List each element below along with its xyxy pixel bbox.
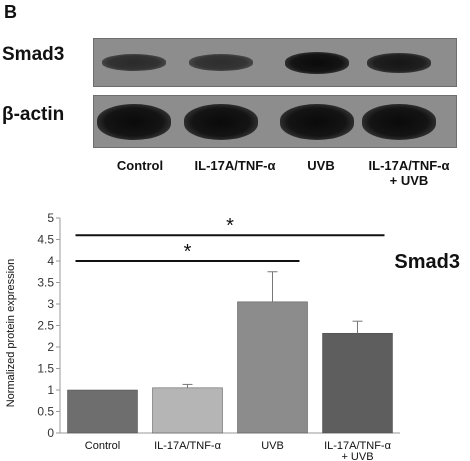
y-tick-label: 5 [47, 211, 54, 225]
y-axis-label: Normalized protein expression [5, 259, 17, 408]
y-tick-label: 4 [47, 254, 54, 268]
blot-lane-label-control: Control [106, 158, 174, 173]
blot-band [189, 54, 253, 71]
y-tick-label: 3 [47, 297, 54, 311]
blot-row-label-smad3: Smad3 [2, 44, 65, 65]
blot-band [362, 104, 436, 140]
x-axis-labels: Control IL-17A/TNF-α UVB IL-17A/TNF-α+ UVB [85, 440, 392, 461]
blot-row-label-beta-actin: β-actin [2, 104, 65, 125]
x-tick-label: IL-17A/TNF-α [154, 440, 222, 452]
western-blot-strip-beta-actin [93, 95, 457, 148]
significance-markers: ** [75, 215, 385, 263]
blot-band [280, 104, 354, 140]
y-tick-label: 1 [47, 383, 54, 397]
bars [67, 301, 393, 434]
x-tick-label: Control [85, 440, 120, 452]
y-tick-label: 1.5 [37, 362, 54, 376]
y-tick-label: 2.5 [37, 319, 54, 333]
y-tick-label: 4.5 [37, 233, 54, 247]
chart-title: Smad3 [394, 251, 460, 273]
blot-band [97, 104, 171, 140]
significance-asterisk: * [226, 215, 234, 237]
x-tick-label: UVB [261, 440, 284, 452]
blot-lane-label-il17a-tnfa: IL-17A/TNF-α [176, 158, 294, 173]
blot-lane-label-combined-line2: + UVB [389, 173, 429, 188]
western-blot-strip-smad3 [93, 38, 457, 87]
y-tick-label: 3.5 [37, 276, 54, 290]
blot-lane-label-uvb: UVB [296, 158, 346, 173]
bar [67, 389, 138, 434]
x-tick-label: IL-17A/TNF-α [324, 440, 392, 452]
x-tick-label-line2: + UVB [341, 451, 373, 461]
bar [237, 301, 308, 434]
blot-lane-label-combined: IL-17A/TNF-α + UVB [350, 158, 468, 188]
blot-lane-label-uvb-text: UVB [307, 158, 335, 173]
panel-label: B [4, 2, 17, 22]
blot-band [184, 104, 258, 140]
blot-lane-label-combined-line1: IL-17A/TNF-α [368, 158, 450, 173]
blot-lane-label-control-text: Control [116, 158, 164, 173]
y-tick-label: 2 [47, 340, 54, 354]
blot-band [367, 53, 431, 73]
y-tick-label: 0 [47, 426, 54, 440]
blot-band [285, 52, 349, 74]
blot-lane-label-il17a-tnfa-text: IL-17A/TNF-α [194, 158, 276, 173]
blot-band [102, 54, 166, 71]
error-bars [182, 271, 363, 388]
bar [322, 332, 393, 434]
y-tick-label: 0.5 [37, 405, 54, 419]
y-axis: 0 0.5 1 1.5 2 2.5 3 3.5 4 4.5 5 [37, 211, 400, 440]
bar [152, 387, 223, 434]
bar-chart: 00.511.522.533.544.55 ** Control IL-17A/T… [5, 211, 460, 461]
significance-asterisk: * [184, 241, 192, 263]
